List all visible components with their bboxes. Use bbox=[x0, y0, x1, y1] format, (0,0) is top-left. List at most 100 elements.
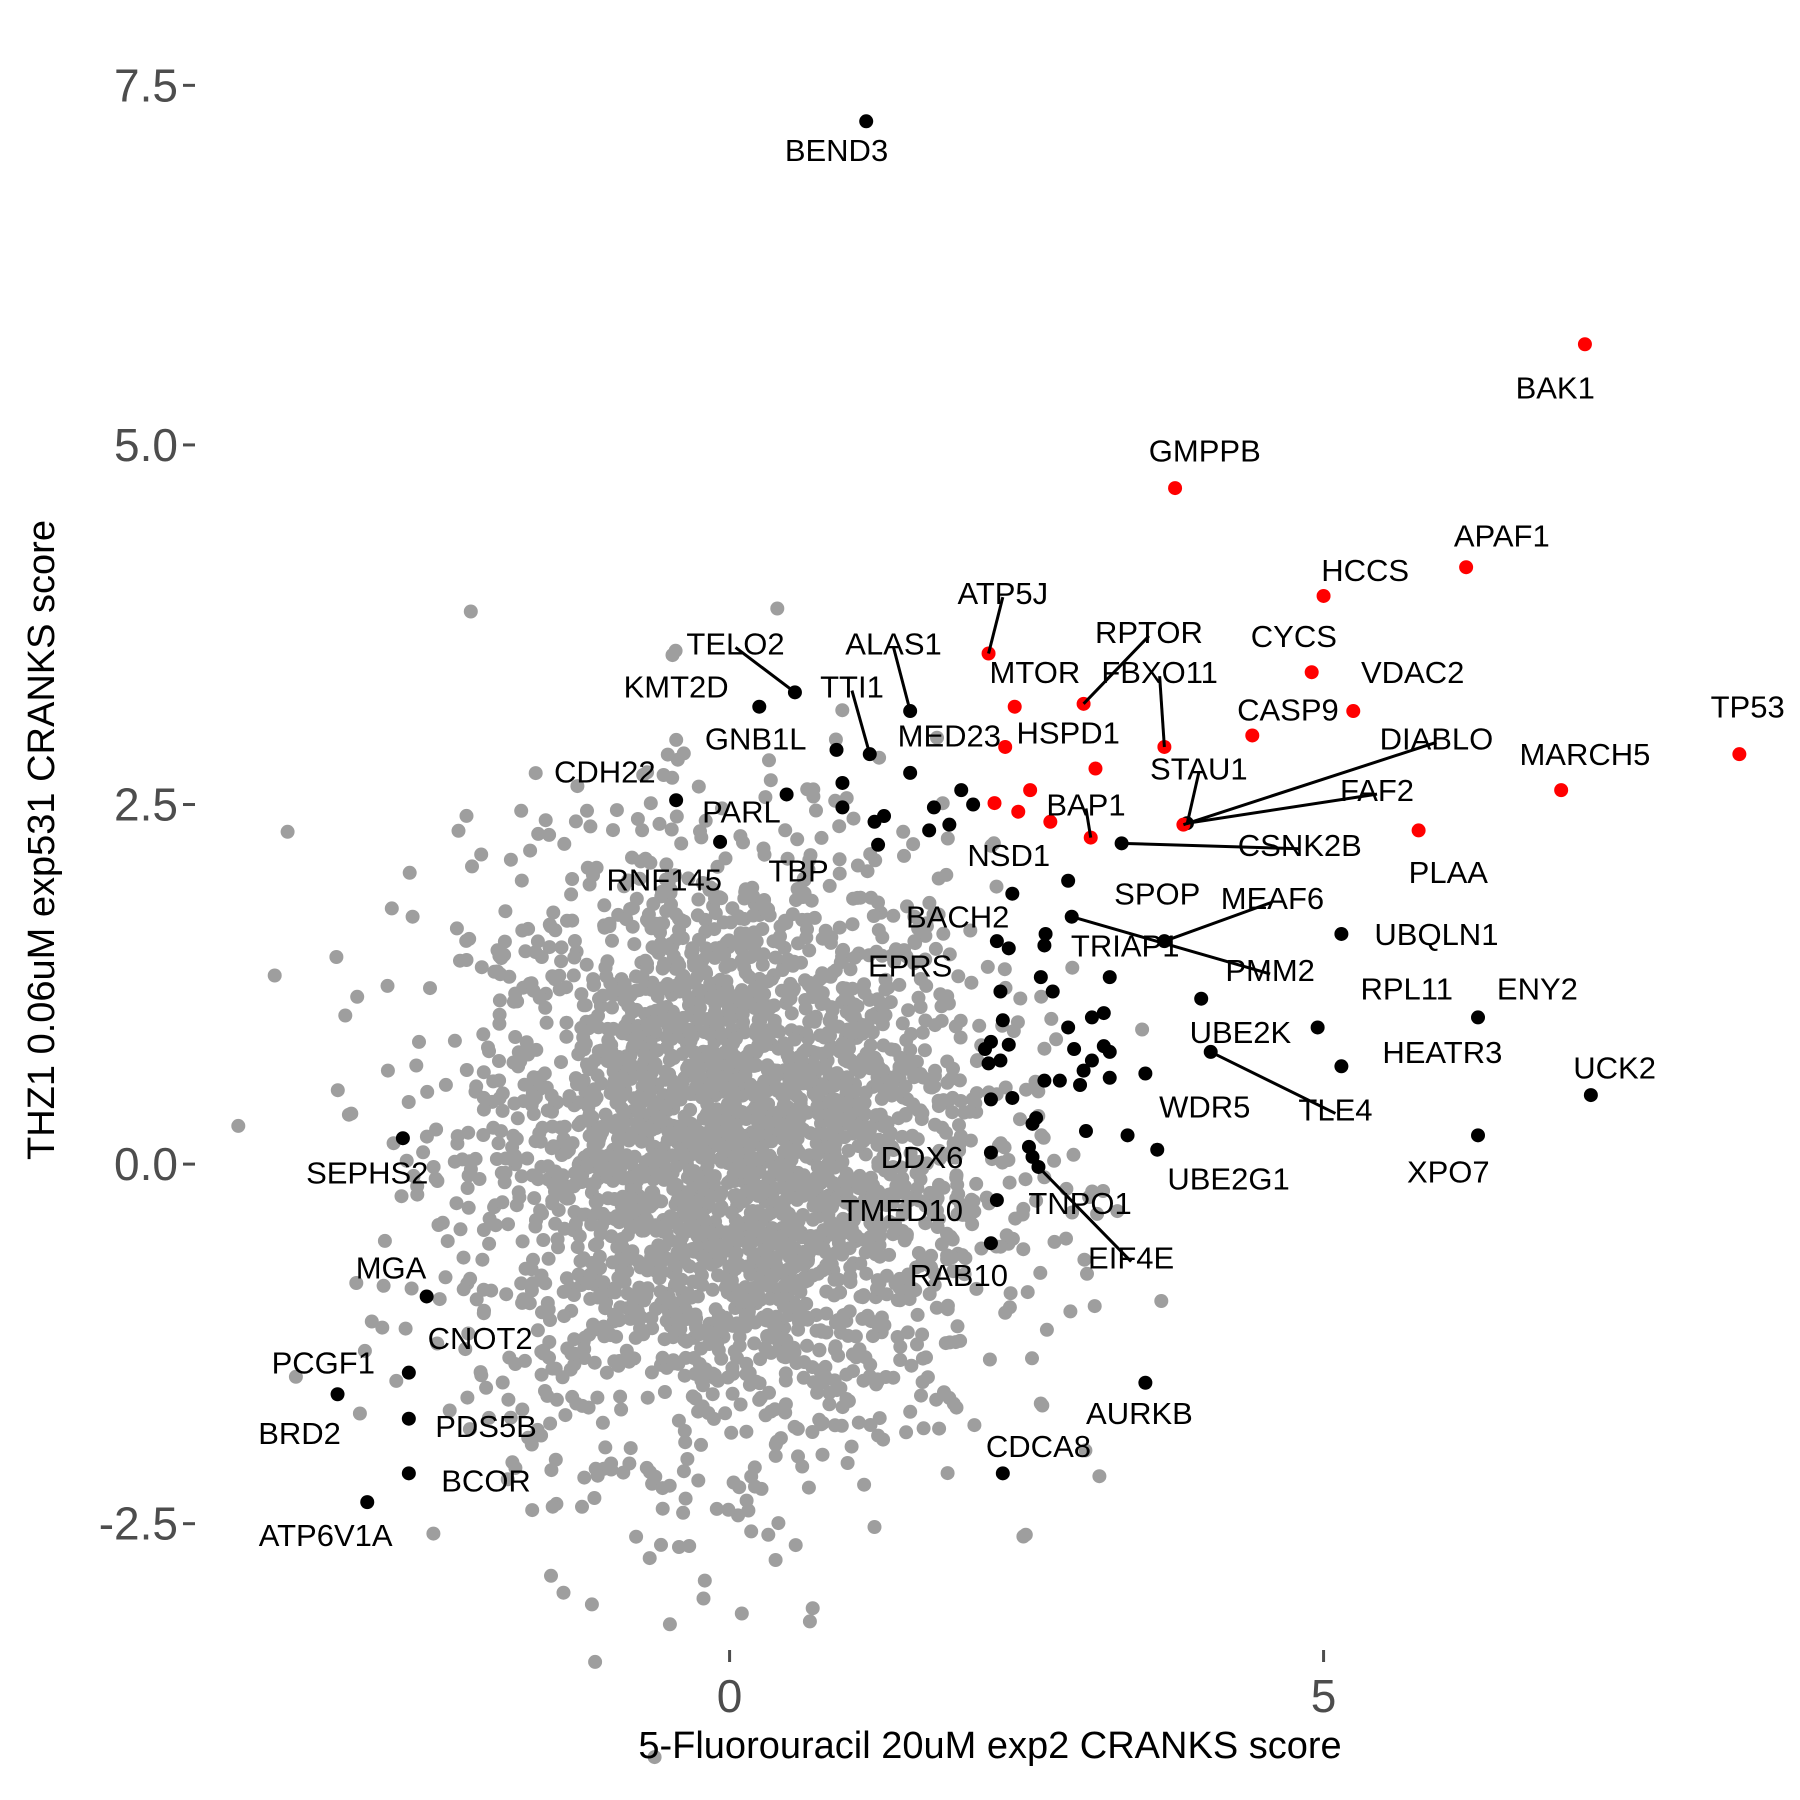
background-point bbox=[825, 1003, 840, 1018]
background-point bbox=[329, 950, 344, 964]
background-point bbox=[541, 1251, 556, 1266]
background-point bbox=[426, 1160, 441, 1174]
background-point bbox=[887, 1042, 902, 1057]
background-point bbox=[567, 1288, 581, 1302]
background-point bbox=[700, 1146, 714, 1161]
background-point bbox=[498, 904, 513, 919]
background-point bbox=[338, 1008, 353, 1023]
background-point bbox=[587, 1093, 602, 1107]
highlight-point-casp9 bbox=[1245, 728, 1260, 743]
background-point bbox=[1003, 1286, 1018, 1301]
background-point bbox=[835, 1400, 850, 1415]
background-point bbox=[774, 1229, 789, 1244]
background-point bbox=[864, 890, 879, 905]
background-point bbox=[807, 1014, 822, 1029]
background-point bbox=[727, 1344, 742, 1359]
background-point bbox=[719, 974, 734, 989]
background-point bbox=[595, 1415, 610, 1430]
background-point bbox=[953, 1333, 968, 1348]
background-point bbox=[753, 1013, 768, 1028]
background-point bbox=[888, 1216, 903, 1231]
background-point bbox=[936, 926, 951, 941]
x-tick-label: 0 bbox=[717, 1670, 743, 1722]
background-point bbox=[711, 992, 726, 1007]
background-point bbox=[903, 1404, 918, 1419]
leader-line-eif4e bbox=[1037, 1165, 1133, 1263]
background-point bbox=[489, 1152, 504, 1166]
background-point bbox=[715, 944, 730, 959]
background-point bbox=[578, 1330, 592, 1345]
background-point bbox=[682, 1022, 697, 1037]
background-point bbox=[530, 934, 545, 949]
gene-label-pds5b: PDS5B bbox=[435, 1409, 537, 1444]
background-point bbox=[674, 836, 689, 851]
background-point bbox=[802, 1614, 817, 1629]
background-point bbox=[690, 1289, 705, 1304]
background-point bbox=[572, 1229, 587, 1244]
background-point bbox=[510, 1111, 525, 1126]
background-point bbox=[801, 1480, 816, 1495]
background-point bbox=[557, 1309, 572, 1324]
background-point bbox=[1018, 1172, 1033, 1187]
background-point bbox=[638, 953, 653, 968]
background-point bbox=[963, 923, 978, 938]
background-point bbox=[810, 1147, 825, 1162]
background-point bbox=[604, 1038, 619, 1052]
background-point bbox=[481, 1410, 496, 1425]
background-point bbox=[665, 770, 680, 785]
background-point bbox=[477, 1303, 491, 1318]
background-point bbox=[797, 1355, 812, 1370]
background-point bbox=[695, 1249, 710, 1264]
background-point bbox=[566, 968, 581, 983]
background-point bbox=[709, 1102, 724, 1117]
background-point bbox=[687, 1045, 702, 1060]
highlighted-points bbox=[330, 114, 1747, 1510]
leader-line-bap1 bbox=[1084, 808, 1093, 838]
background-point bbox=[626, 1302, 641, 1317]
background-point bbox=[637, 1169, 652, 1184]
background-point bbox=[717, 1124, 732, 1138]
background-point bbox=[892, 977, 907, 992]
background-point bbox=[473, 1365, 488, 1380]
background-point bbox=[568, 1071, 583, 1086]
background-point bbox=[955, 1198, 970, 1213]
gene-label-heatr3: HEATR3 bbox=[1382, 1035, 1502, 1070]
background-point bbox=[930, 1191, 945, 1206]
background-point bbox=[570, 1240, 585, 1255]
background-point bbox=[835, 1036, 850, 1051]
background-point bbox=[796, 1244, 811, 1259]
background-point bbox=[500, 1472, 515, 1487]
background-point bbox=[822, 878, 837, 893]
background-point bbox=[491, 1136, 506, 1151]
background-point bbox=[539, 1080, 554, 1095]
background-point bbox=[896, 824, 911, 839]
gene-label-atp6v1a: ATP6V1A bbox=[259, 1518, 393, 1553]
background-point bbox=[948, 1019, 963, 1034]
background-point bbox=[924, 1080, 939, 1095]
background-point bbox=[512, 1190, 527, 1205]
background-point bbox=[744, 1079, 759, 1094]
gene-label-ube2g1: UBE2G1 bbox=[1167, 1161, 1289, 1196]
background-point bbox=[749, 1223, 764, 1238]
background-point bbox=[426, 1526, 441, 1541]
label-leader-lines bbox=[734, 596, 1437, 1263]
background-point bbox=[364, 1314, 379, 1329]
background-point bbox=[523, 843, 538, 858]
gene-label-bend3: BEND3 bbox=[785, 133, 888, 168]
background-point bbox=[758, 790, 773, 805]
background-point bbox=[476, 1065, 491, 1080]
background-point bbox=[818, 923, 833, 938]
background-point bbox=[860, 864, 875, 879]
background-point bbox=[967, 1204, 982, 1219]
background-point bbox=[524, 1283, 539, 1298]
background-point bbox=[528, 766, 543, 781]
background-point bbox=[857, 986, 872, 1001]
gene-label-gmppb: GMPPB bbox=[1149, 434, 1261, 469]
background-point bbox=[997, 962, 1012, 977]
background-point bbox=[554, 1055, 568, 1070]
background-point bbox=[609, 803, 624, 818]
data-point bbox=[835, 775, 850, 790]
background-point bbox=[492, 1073, 507, 1088]
background-point bbox=[822, 1385, 837, 1400]
background-point bbox=[1013, 991, 1028, 1006]
